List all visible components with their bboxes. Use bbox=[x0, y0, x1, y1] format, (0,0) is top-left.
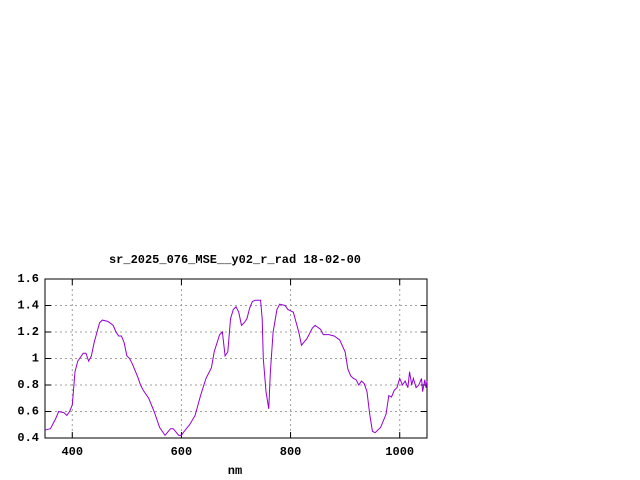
x-tick-label: 800 bbox=[280, 445, 302, 459]
x-tick-label: 1000 bbox=[385, 445, 414, 459]
y-tick-label: 1.6 bbox=[17, 272, 39, 286]
y-tick-label: 0.4 bbox=[17, 431, 39, 445]
chart-title: sr_2025_076_MSE__y02_r_rad 18-02-00 bbox=[109, 253, 361, 267]
y-tick-label: 0.8 bbox=[17, 378, 39, 392]
x-axis-label: nm bbox=[228, 464, 242, 478]
x-tick-label: 400 bbox=[61, 445, 83, 459]
y-tick-label: 1 bbox=[32, 352, 39, 366]
y-tick-label: 0.6 bbox=[17, 405, 39, 419]
plot-frame bbox=[44, 278, 428, 439]
data-line bbox=[44, 299, 428, 437]
y-tick-label: 1.4 bbox=[17, 299, 39, 313]
x-tick-label: 600 bbox=[171, 445, 193, 459]
y-tick-label: 1.2 bbox=[17, 325, 39, 339]
